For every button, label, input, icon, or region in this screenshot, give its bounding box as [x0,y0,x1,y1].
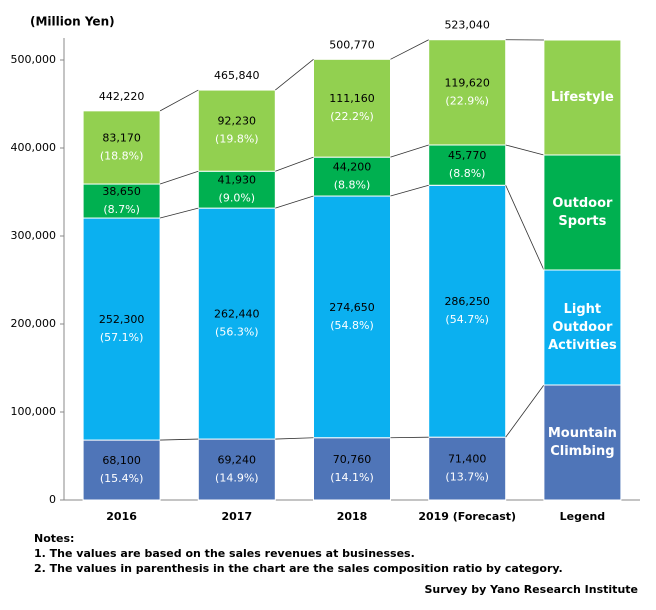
connector-line [505,185,545,271]
y-tick-label: 100,000 [11,405,57,418]
bar-segment [313,58,391,158]
bar-segment [428,144,507,186]
share-label: (14.9%) [215,472,259,485]
x-tick-label: 2019 (Forecast) [418,510,516,523]
value-label: 44,200 [333,161,372,174]
share-label: (14.1%) [330,471,374,484]
connector-line [390,184,429,197]
legend-swatch [543,39,622,156]
connector-line [505,144,545,156]
x-tick-label: 2018 [337,510,368,523]
share-label: (22.9%) [445,94,489,107]
y-axis-title: (Million Yen) [30,15,115,29]
value-label: 45,770 [448,149,487,162]
value-label: 69,240 [218,454,257,467]
bar-segment [197,207,276,440]
y-tick-label: 300,000 [11,229,57,242]
total-label: 523,040 [444,19,490,32]
bar-segment [313,195,391,439]
bar-segment [197,438,276,501]
total-label: 465,840 [214,69,260,82]
bar-segment [197,170,276,209]
x-tick-label: 2017 [221,510,252,523]
y-tick-label: 500,000 [11,53,57,66]
connector-line [159,89,199,112]
y-tick-label: 200,000 [11,317,57,330]
connector-line [160,438,199,441]
total-label: 500,770 [329,38,375,51]
bar-segment [197,89,276,172]
legend-swatch [543,269,622,386]
y-tick-label: 0 [49,493,56,506]
value-label: 262,440 [214,308,260,321]
connector-line [390,436,429,439]
share-label: (54.8%) [330,319,374,332]
value-label: 252,300 [99,313,145,326]
bar-segment [428,39,507,146]
share-label: (8.8%) [334,179,371,192]
value-label: 119,620 [444,76,490,89]
value-label: 83,170 [102,131,141,144]
connector-line [159,207,199,219]
x-tick-label: 2016 [106,510,137,523]
total-label: 442,220 [99,90,145,103]
share-label: (8.8%) [449,167,486,180]
connector-line [275,59,314,91]
share-label: (22.2%) [330,110,374,123]
bar-segment [313,156,391,197]
value-label: 92,230 [218,115,257,128]
legend-swatch [543,154,622,271]
legend-label: Lifestyle [550,89,614,105]
value-label: 38,650 [102,185,141,198]
connector-line [275,156,314,172]
value-label: 111,160 [329,92,375,105]
share-label: (9.0%) [219,192,256,205]
legend-swatch [543,384,622,501]
legend-label: Outdoor Sports [552,195,613,229]
connector-line [275,437,314,440]
source: Survey by Yano Research Institute [424,583,638,596]
notes-title: Notes: [34,532,75,545]
bar-segment [428,184,507,438]
share-label: (18.8%) [100,149,144,162]
value-label: 286,250 [444,295,490,308]
share-label: (54.7%) [445,313,489,326]
value-label: 71,400 [448,453,487,466]
share-label: (8.7%) [103,203,140,216]
share-label: (57.1%) [100,331,144,344]
bar-segment [82,217,161,441]
share-label: (13.7%) [445,471,489,484]
y-tick-label: 400,000 [11,141,57,154]
connector-line [505,384,545,438]
value-label: 68,100 [102,454,141,467]
value-label: 274,650 [329,301,375,314]
legend-title: Legend [560,510,606,523]
bar-segment [82,439,161,501]
note: 1. The values are based on the sales rev… [34,547,415,560]
value-label: 41,930 [218,174,257,187]
share-label: (19.8%) [215,133,259,146]
bar-segment [428,436,507,501]
connector-line [390,144,429,158]
value-label: 70,760 [333,453,372,466]
legend-label: Mountain Climbing [547,425,617,459]
legend-label: Light Outdoor Activities [548,301,617,353]
bar-segment [313,437,391,501]
connector-line [390,39,429,60]
bar-segment [82,110,161,185]
connector-line [159,170,199,185]
chart: (Million Yen) 0 100,000 200,000 300,000 400,… [11,15,640,523]
share-label: (15.4%) [100,472,144,485]
note: 2. The values in parenthesis in the char… [34,562,563,575]
bar-segment [82,183,161,219]
connector-line [275,195,314,209]
share-label: (56.3%) [215,326,259,339]
